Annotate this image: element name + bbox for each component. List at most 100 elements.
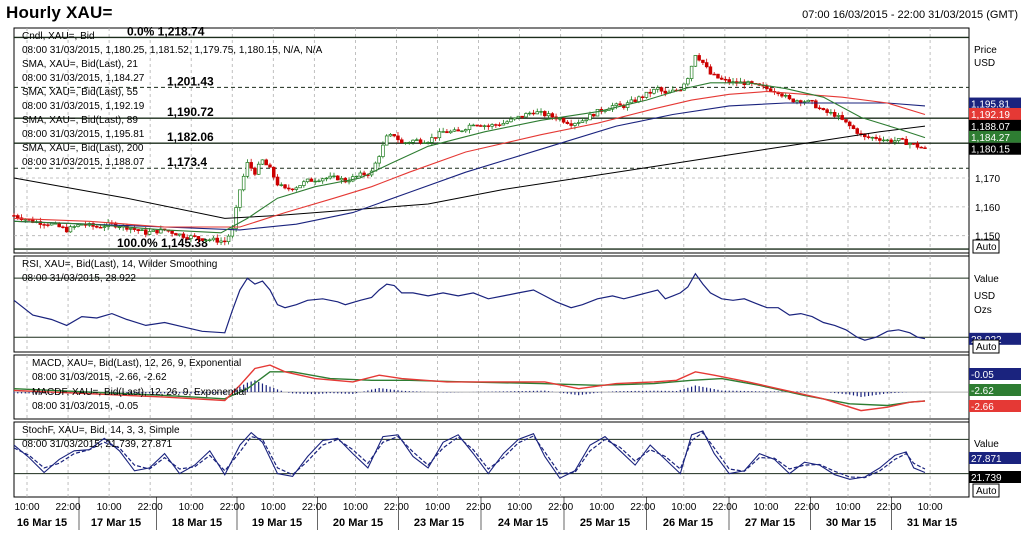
candle-body xyxy=(546,113,551,117)
date-tick-label: 25 Mar 15 xyxy=(580,517,630,529)
candle-body xyxy=(490,124,494,127)
candle-body xyxy=(844,119,848,123)
hour-tick-label: 10:00 xyxy=(97,502,122,513)
rsi-auto-button[interactable]: Auto xyxy=(972,339,1000,354)
candle-body xyxy=(539,111,543,113)
candle-body xyxy=(614,103,619,106)
rsi-legend-label: RSI, XAU=, Bid(Last), 14, Wilder Smoothi… xyxy=(22,259,217,270)
price-tag-box xyxy=(969,130,1021,143)
candle-body xyxy=(471,124,476,127)
candle-body xyxy=(618,103,622,106)
candle-body xyxy=(268,164,272,168)
hour-tick-label: 10:00 xyxy=(589,502,614,513)
candle-body xyxy=(271,166,276,178)
candle-body xyxy=(509,118,513,123)
stoch-panel: StochF, XAU=, Bid, 14, 3, 3, Simple 08:00… xyxy=(13,425,1021,484)
hour-tick-label: 22:00 xyxy=(302,502,327,513)
candle-body xyxy=(211,237,216,241)
candle-body xyxy=(573,123,577,126)
candle-body xyxy=(452,129,457,132)
candle-body xyxy=(377,156,381,164)
candle-body xyxy=(42,224,46,226)
candle-body xyxy=(524,113,528,118)
candle-body xyxy=(335,175,340,181)
candle-body xyxy=(98,226,103,229)
candle-body xyxy=(847,121,852,127)
candle-body xyxy=(708,66,713,75)
price-tick: 1,150 xyxy=(975,232,1000,243)
price-tag-label: 1,180.15 xyxy=(971,145,1010,156)
candle-body xyxy=(829,112,833,114)
candle-body xyxy=(362,172,366,176)
candle-body xyxy=(226,235,231,243)
candle-body xyxy=(181,233,186,238)
candle-body xyxy=(144,229,148,235)
macd-tag-label: -0.05 xyxy=(971,370,994,381)
candle-body xyxy=(479,125,483,127)
macd-tag-box xyxy=(969,368,1021,380)
candle-body xyxy=(633,99,637,102)
candle-body xyxy=(189,235,193,239)
candle-body xyxy=(147,231,152,235)
candle-body xyxy=(791,98,795,103)
legend-value: 08:00 31/03/2015, 1,195.81 xyxy=(22,129,145,140)
candle-body xyxy=(388,134,393,137)
candle-body xyxy=(396,135,400,141)
candle-body xyxy=(339,178,344,181)
candle-body xyxy=(689,65,694,79)
candle-body xyxy=(196,236,201,239)
candle-body xyxy=(885,139,890,142)
hour-tick-label: 10:00 xyxy=(753,502,778,513)
candle-body xyxy=(787,95,792,100)
hour-tick-label: 22:00 xyxy=(794,502,819,513)
candle-body xyxy=(704,62,709,68)
candle-body xyxy=(249,162,253,169)
macd-tag-box xyxy=(969,384,1021,396)
price-tag-box xyxy=(969,107,1021,120)
candle-body xyxy=(381,144,385,157)
date-tick-label: 30 Mar 15 xyxy=(826,517,876,529)
candle-body xyxy=(411,139,415,143)
hour-tick-label: 10:00 xyxy=(507,502,532,513)
legend-value: 08:00 31/03/2015, 1,180.25, 1,181.52, 1,… xyxy=(22,45,323,56)
candle-body xyxy=(38,221,43,225)
price-auto-label: Auto xyxy=(976,242,997,253)
candle-body xyxy=(878,138,882,141)
price-auto-button[interactable]: Auto xyxy=(972,239,1000,254)
candle-body xyxy=(279,184,284,186)
legend-label: SMA, XAU=, Bid(Last), 89 xyxy=(22,115,138,126)
legend-label: SMA, XAU=, Bid(Last), 55 xyxy=(22,87,138,98)
stoch-d-line xyxy=(13,431,926,479)
candle-body xyxy=(16,215,20,219)
candle-body xyxy=(765,85,769,90)
hour-tick-label: 10:00 xyxy=(179,502,204,513)
candle-body xyxy=(460,130,464,133)
candle-body xyxy=(780,93,784,97)
rsi-legend-value: 08:00 31/03/2015, 28.922 xyxy=(22,273,136,284)
candle-body xyxy=(445,131,449,134)
candle-body xyxy=(328,175,332,179)
candle-body xyxy=(136,229,140,231)
hour-tick-label: 22:00 xyxy=(384,502,409,513)
stoch-auto-button[interactable]: Auto xyxy=(972,483,1000,498)
candle-body xyxy=(723,78,728,81)
candle-body xyxy=(200,238,204,241)
candle-body xyxy=(640,96,645,98)
candle-body xyxy=(712,73,716,76)
candle-body xyxy=(324,177,329,180)
date-tick-label: 23 Mar 15 xyxy=(414,517,464,529)
candle-body xyxy=(482,125,487,127)
candle-body xyxy=(392,134,396,137)
stoch-legend-label: StochF, XAU=, Bid, 14, 3, 3, Simple xyxy=(22,425,180,436)
macd-legend-label: MACD, XAU=, Bid(Last), 12, 26, 9, Expone… xyxy=(32,358,241,369)
rsi-line xyxy=(13,272,926,341)
date-tick-label: 27 Mar 15 xyxy=(745,517,795,529)
candle-body xyxy=(783,95,788,97)
candle-body xyxy=(68,226,73,233)
candle-body xyxy=(576,122,581,124)
candle-body xyxy=(313,180,317,183)
candle-body xyxy=(806,99,811,103)
stoch-auto-label: Auto xyxy=(976,486,997,497)
fibonacci-retracements: 0.0% 1,218.74 1,201.43 1,190.72 1,182.06 1,1… xyxy=(14,24,969,250)
macdf-legend-label: MACDF, XAU=, Bid(Last), 12, 26, 9, Expon… xyxy=(32,387,246,398)
